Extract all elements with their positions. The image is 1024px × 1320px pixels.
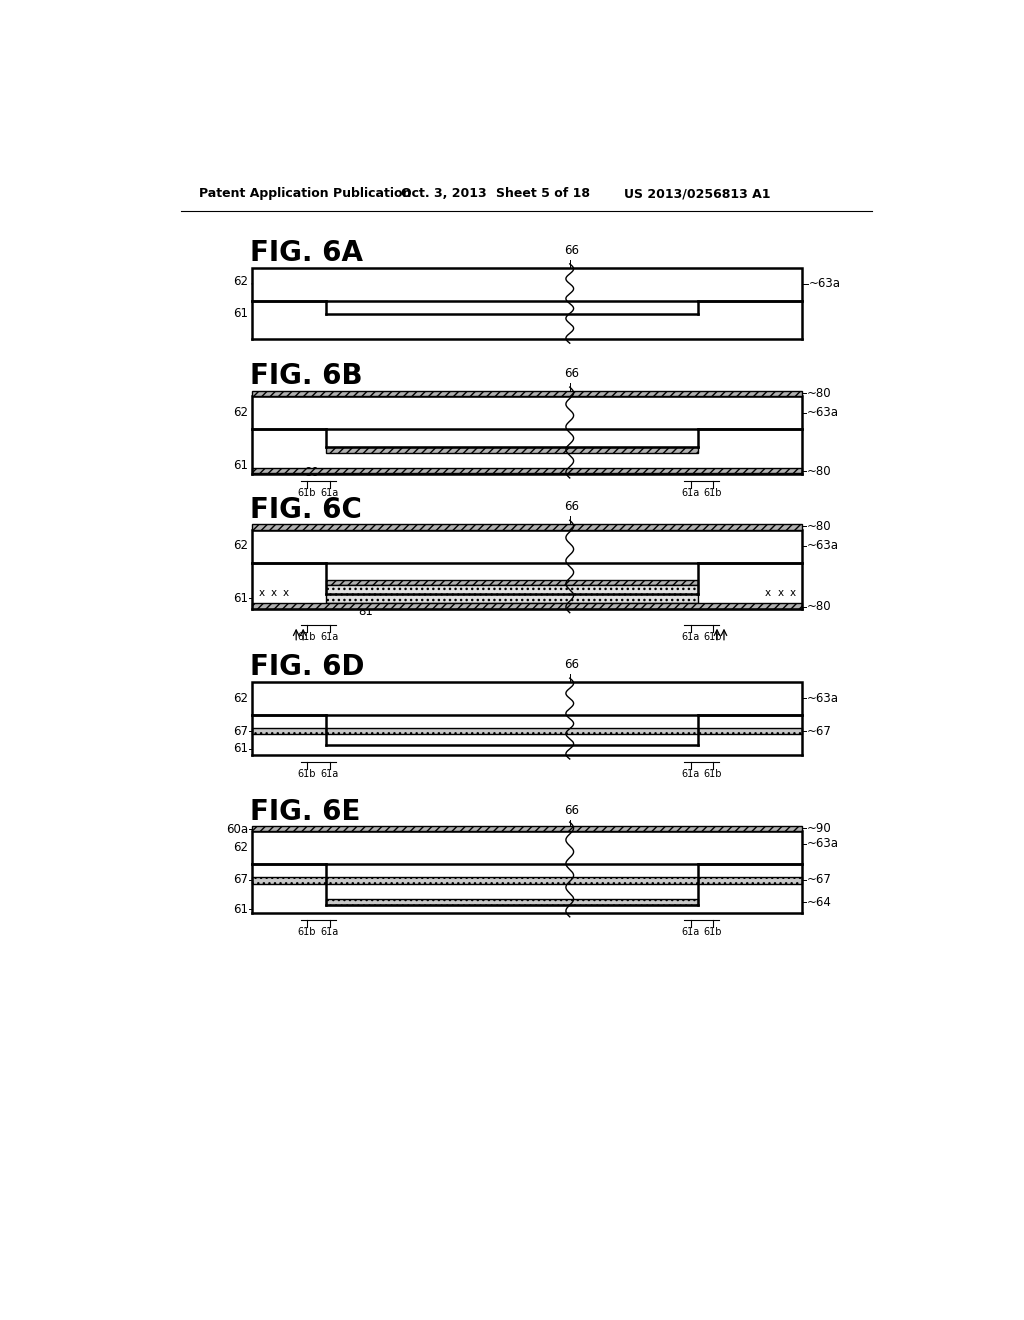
Text: Oct. 3, 2013: Oct. 3, 2013 bbox=[400, 187, 486, 201]
Bar bbox=[326, 579, 697, 585]
Text: US 2013/0256813 A1: US 2013/0256813 A1 bbox=[624, 187, 770, 201]
Text: x: x bbox=[777, 589, 783, 598]
Bar bbox=[252, 396, 802, 429]
Text: ~63a: ~63a bbox=[809, 277, 841, 290]
Text: 61a: 61a bbox=[682, 632, 699, 642]
Text: 62: 62 bbox=[233, 539, 248, 552]
Text: 62: 62 bbox=[233, 275, 248, 288]
Text: 66: 66 bbox=[564, 659, 579, 671]
Bar bbox=[697, 876, 802, 884]
Bar bbox=[252, 876, 326, 884]
Bar bbox=[326, 876, 697, 884]
Text: x: x bbox=[790, 589, 796, 598]
Text: 60a: 60a bbox=[226, 822, 248, 836]
Text: ~67: ~67 bbox=[807, 725, 831, 738]
Text: 61a: 61a bbox=[321, 632, 339, 642]
Text: ~80: ~80 bbox=[807, 520, 831, 533]
Text: ~63a: ~63a bbox=[807, 837, 839, 850]
Text: 61b: 61b bbox=[298, 632, 316, 642]
Text: ~63a: ~63a bbox=[807, 692, 839, 705]
Text: 67: 67 bbox=[233, 725, 248, 738]
Bar bbox=[252, 603, 802, 609]
Text: 62: 62 bbox=[233, 692, 248, 705]
Text: 61b: 61b bbox=[298, 488, 316, 498]
Text: 66: 66 bbox=[564, 804, 579, 817]
Text: 66: 66 bbox=[564, 244, 579, 257]
Text: 62: 62 bbox=[233, 841, 248, 854]
Bar bbox=[326, 899, 697, 906]
Bar bbox=[252, 826, 802, 832]
Bar bbox=[697, 729, 802, 734]
Text: 61: 61 bbox=[233, 306, 248, 319]
Text: Patent Application Publication: Patent Application Publication bbox=[200, 187, 412, 201]
Text: ~67: ~67 bbox=[807, 874, 831, 887]
Text: ~80: ~80 bbox=[807, 465, 831, 478]
Text: 61a: 61a bbox=[321, 770, 339, 779]
Bar bbox=[252, 391, 802, 396]
Text: 61a: 61a bbox=[682, 770, 699, 779]
Text: x: x bbox=[270, 589, 276, 598]
Text: 61b: 61b bbox=[703, 927, 722, 937]
Text: ~63a: ~63a bbox=[807, 539, 839, 552]
Text: 66: 66 bbox=[564, 500, 579, 513]
Text: 81: 81 bbox=[358, 605, 374, 618]
Text: x: x bbox=[258, 589, 264, 598]
Bar bbox=[252, 832, 802, 865]
Text: FIG. 6D: FIG. 6D bbox=[251, 653, 365, 681]
Text: 61: 61 bbox=[233, 903, 248, 916]
Text: 61: 61 bbox=[233, 459, 248, 473]
Text: 61b: 61b bbox=[298, 770, 316, 779]
Text: FIG. 6A: FIG. 6A bbox=[251, 239, 364, 267]
Bar bbox=[326, 729, 697, 734]
Text: 61a: 61a bbox=[321, 488, 339, 498]
Bar bbox=[252, 268, 802, 301]
Text: 61: 61 bbox=[233, 591, 248, 605]
Text: 61: 61 bbox=[233, 742, 248, 755]
Bar bbox=[252, 529, 802, 562]
Bar bbox=[252, 729, 326, 734]
Text: 61b: 61b bbox=[703, 488, 722, 498]
Text: FIG. 6C: FIG. 6C bbox=[251, 496, 362, 524]
Text: x: x bbox=[283, 589, 289, 598]
Text: 67: 67 bbox=[233, 874, 248, 887]
Text: ~63a: ~63a bbox=[807, 407, 839, 418]
Text: FIG. 6E: FIG. 6E bbox=[251, 797, 360, 825]
Text: 61b: 61b bbox=[298, 927, 316, 937]
Bar bbox=[252, 469, 802, 474]
Text: ~90: ~90 bbox=[807, 822, 831, 834]
Bar bbox=[252, 524, 802, 529]
Text: 62: 62 bbox=[233, 407, 248, 418]
Bar bbox=[326, 447, 697, 453]
Text: ~80: ~80 bbox=[807, 387, 831, 400]
Text: 61b: 61b bbox=[703, 770, 722, 779]
Text: ~80: ~80 bbox=[807, 601, 831, 612]
Text: 80: 80 bbox=[304, 466, 319, 479]
Bar bbox=[252, 682, 802, 715]
Text: ~64: ~64 bbox=[807, 896, 831, 908]
Text: x: x bbox=[765, 589, 771, 598]
Text: 66: 66 bbox=[564, 367, 579, 380]
Text: Sheet 5 of 18: Sheet 5 of 18 bbox=[496, 187, 590, 201]
Text: 61a: 61a bbox=[682, 927, 699, 937]
Text: 61a: 61a bbox=[321, 927, 339, 937]
Text: 61a: 61a bbox=[682, 488, 699, 498]
Text: FIG. 6B: FIG. 6B bbox=[251, 363, 364, 391]
Bar bbox=[326, 585, 697, 603]
Text: 61b: 61b bbox=[703, 632, 722, 642]
